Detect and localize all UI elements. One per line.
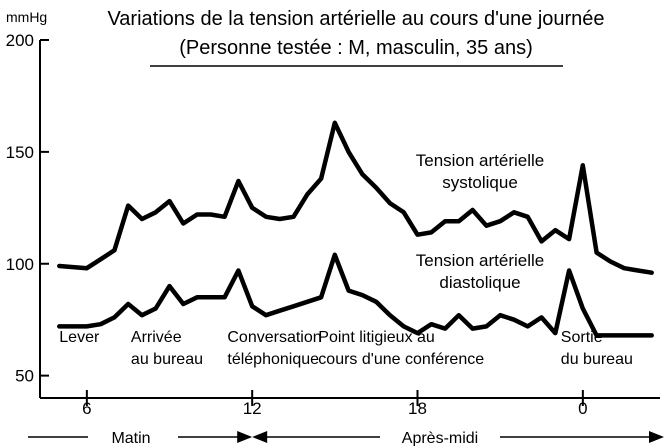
systolic-label: Tension artérielle [416, 151, 545, 170]
event-annotation: au bureau [131, 351, 203, 368]
event-annotation: Sortie [561, 329, 603, 346]
systolic-label: systolique [442, 173, 518, 192]
morning-label: Matin [111, 430, 150, 446]
period-bar: Matin Après-midi [28, 430, 664, 446]
x-tick-label: 0 [578, 399, 587, 418]
diastolic-line [57, 252, 654, 338]
x-tick-label: 6 [82, 399, 91, 418]
diastolic-label: Tension artérielle [416, 251, 545, 270]
event-annotation: Point litigieux au [318, 329, 435, 346]
x-tick-label: 18 [408, 399, 427, 418]
chart-subtitle: (Personne testée : M, masculin, 35 ans) [179, 37, 533, 59]
y-unit-label: mmHg [6, 9, 47, 25]
event-annotations: Lever Arrivée au bureau Conversation télépho… [59, 329, 633, 368]
afternoon-label: Après-midi [402, 430, 478, 446]
systolic-line [57, 120, 654, 275]
afternoon-arrow-head [649, 431, 664, 443]
event-annotation: téléphonique [227, 351, 319, 368]
event-annotation: du bureau [561, 351, 633, 368]
y-tick-label: 200 [6, 31, 34, 50]
y-tick-label: 100 [6, 255, 34, 274]
axes: 50 100 150 200 6 12 18 0 [6, 31, 660, 418]
afternoon-arrow-tail [252, 431, 268, 443]
x-tick-label: 12 [243, 399, 262, 418]
event-annotation: Lever [59, 329, 100, 346]
event-annotation: cours d'une conférence [318, 351, 484, 368]
chart-title: Variations de la tension artérielle au c… [107, 8, 604, 30]
y-tick-label: 50 [15, 367, 34, 386]
event-annotation: Conversation [227, 329, 321, 346]
y-tick-label: 150 [6, 143, 34, 162]
event-annotation: Arrivée [131, 329, 182, 346]
diastolic-label: diastolique [439, 273, 520, 292]
series-layer [57, 120, 654, 338]
morning-arrow-head [237, 431, 253, 443]
series-labels: Tension artérielle systolique Tension arté… [416, 151, 545, 292]
